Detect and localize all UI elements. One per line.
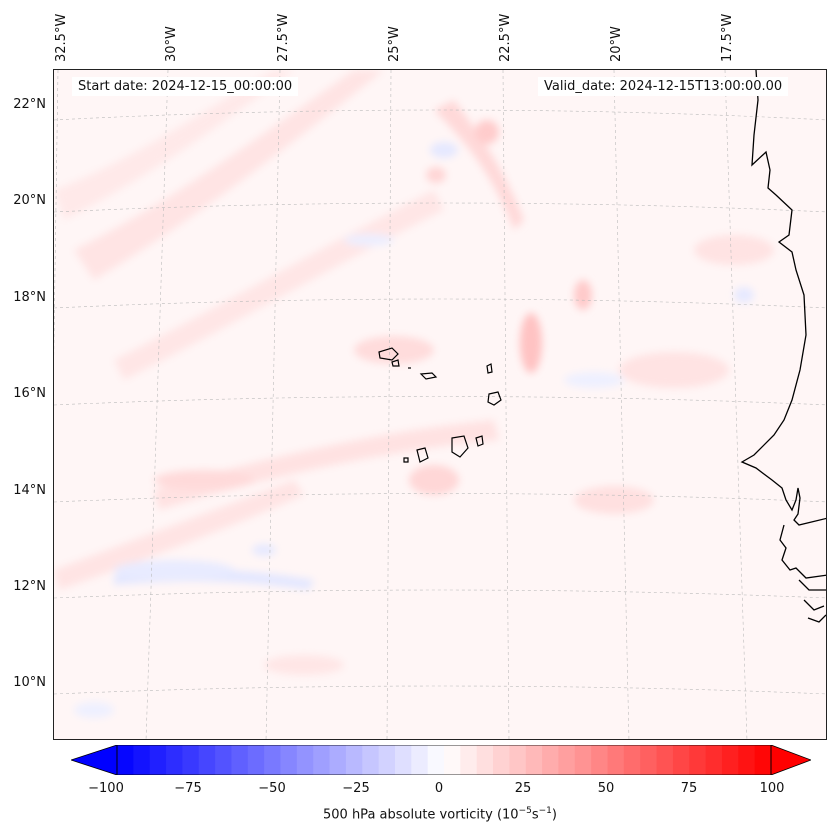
colorbar-segment (493, 745, 510, 775)
colorbar-segment (656, 745, 674, 775)
colorbar-label: 500 hPa absolute vorticity (10−5s−1) (323, 806, 557, 823)
coastline-africa (740, 70, 826, 623)
colorbar-segment (574, 745, 592, 775)
colorbar-segment (476, 745, 494, 775)
colorbar-segment (182, 745, 200, 775)
colorbar-tick-100: 100 (759, 781, 785, 796)
colorbar-segment (411, 745, 429, 775)
colorbar-segment (198, 745, 216, 775)
colorbar-tick-neg75: −75 (174, 781, 202, 796)
colorbar-segment (378, 745, 396, 775)
colorbar-segments (117, 745, 772, 775)
colorbar-segment (231, 745, 249, 775)
colorbar-segment (296, 745, 314, 775)
colorbar-segment (738, 745, 756, 775)
colorbar-segment (525, 745, 543, 775)
colorbar-segment (509, 745, 527, 775)
colorbar-segment (264, 745, 282, 775)
lat-label-22n: 22°N (13, 97, 46, 112)
colorbar-tick-neg25: −25 (342, 781, 370, 796)
colorbar-segment (394, 745, 412, 775)
lat-label-18n: 18°N (13, 290, 46, 305)
lon-label-17-5w: 17.5°W (720, 13, 735, 62)
colorbar-tick-25: 25 (514, 781, 532, 796)
lon-label-20w: 20°W (609, 26, 624, 62)
colorbar-segment (558, 745, 576, 775)
lon-label-25w: 25°W (387, 26, 402, 62)
colorbar-tick-0: 0 (434, 781, 444, 796)
map-canvas (54, 70, 826, 739)
colorbar-tick-neg100: −100 (88, 781, 124, 796)
lat-label-20n: 20°N (13, 193, 46, 208)
colorbar-tick-75: 75 (680, 781, 698, 796)
lon-label-22-5w: 22.5°W (498, 13, 513, 62)
colorbar-segment (166, 745, 183, 775)
lon-label-30w: 30°W (164, 26, 179, 62)
colorbar-segment (444, 745, 461, 775)
vorticity-map (53, 69, 827, 740)
colorbar-segment (362, 745, 380, 775)
colorbar-tick-neg50: −50 (258, 781, 286, 796)
colorbar-segment (689, 745, 707, 775)
colorbar-segment (215, 745, 233, 775)
colorbar-max-arrow (770, 745, 811, 775)
lon-label-27-5w: 27.5°W (276, 13, 291, 62)
colorbar-segment (705, 745, 723, 775)
colorbar-min-arrow (71, 745, 118, 775)
lat-label-14n: 14°N (13, 483, 46, 498)
colorbar (71, 745, 811, 775)
colorbar-segment (280, 745, 298, 775)
colorbar-segment (313, 745, 331, 775)
colorbar-segment (117, 745, 134, 775)
colorbar-segment (542, 745, 560, 775)
colorbar-segment (427, 745, 445, 775)
colorbar-segment (149, 745, 167, 775)
lon-label-32-5w: 32.5°W (54, 13, 69, 62)
start-date-label: Start date: 2024-12-15_00:00:00 (72, 77, 299, 96)
cape-verde-islands (378, 347, 502, 463)
valid-date-label: Valid_date: 2024-12-15T13:00:00.00 (538, 77, 789, 96)
colorbar-segment (721, 745, 739, 775)
colorbar-segment (345, 745, 363, 775)
colorbar-outline (116, 745, 772, 775)
lat-label-16n: 16°N (13, 386, 46, 401)
graticule (54, 70, 826, 739)
colorbar-segment (591, 745, 609, 775)
colorbar-segment (640, 745, 658, 775)
colorbar-segment (623, 745, 641, 775)
colorbar-segment (329, 745, 347, 775)
colorbar-tick-50: 50 (597, 781, 615, 796)
colorbar-segment (607, 745, 625, 775)
colorbar-segment (460, 745, 478, 775)
colorbar-segment (247, 745, 265, 775)
lat-label-12n: 12°N (13, 579, 46, 594)
colorbar-segment (672, 745, 690, 775)
colorbar-segment (133, 745, 151, 775)
lat-label-10n: 10°N (13, 675, 46, 690)
vorticity-field (54, 70, 774, 718)
colorbar-segment (754, 745, 772, 775)
